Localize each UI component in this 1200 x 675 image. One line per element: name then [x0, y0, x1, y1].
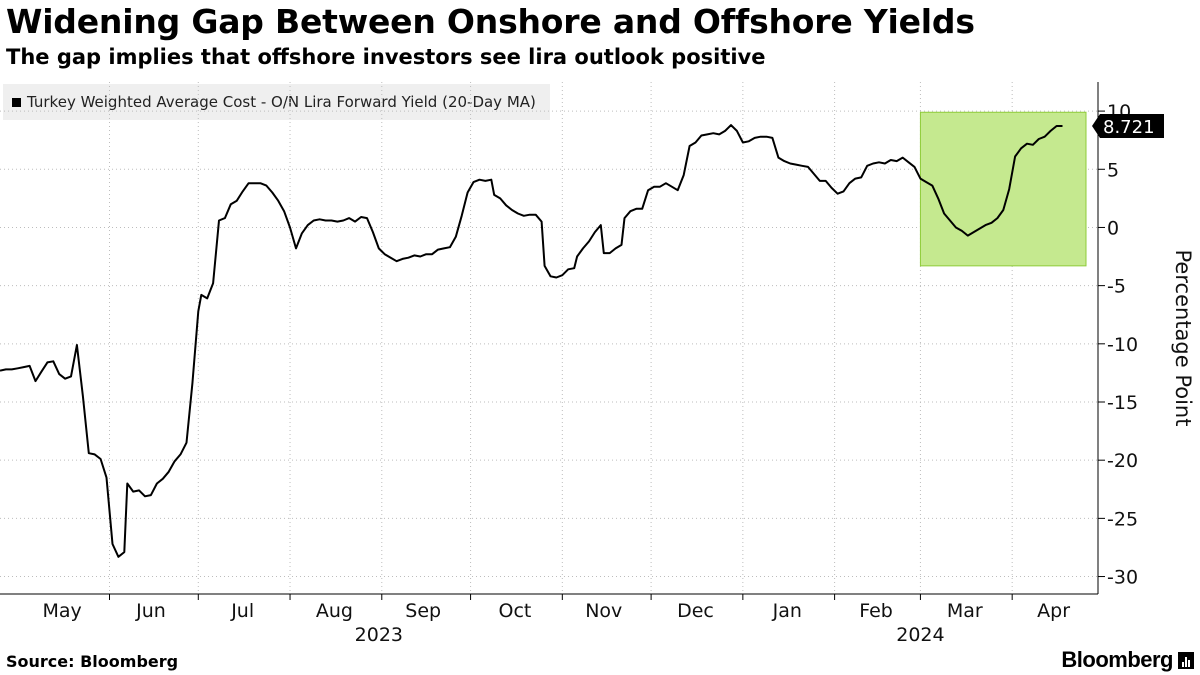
brand-logo: Bloomberg — [1061, 647, 1194, 673]
x-tick-label: Aug — [316, 600, 353, 622]
highlight-region — [919, 111, 1087, 267]
last-value-badge: 8.721 — [1092, 113, 1164, 138]
y-tick-label: -5 — [1107, 276, 1126, 298]
y-tick-label: 5 — [1107, 159, 1119, 181]
x-tick-label: Jun — [135, 600, 166, 622]
source-note: Source: Bloomberg — [6, 652, 179, 671]
x-tick-label: May — [43, 600, 82, 622]
x-year-label: 2023 — [355, 624, 403, 646]
y-tick-label: -15 — [1107, 392, 1138, 414]
x-tick-label: Apr — [1037, 600, 1070, 622]
bloomberg-terminal-icon — [1178, 651, 1194, 669]
x-tick-label: Sep — [405, 600, 441, 622]
y-tick-label: 0 — [1107, 217, 1119, 239]
y-tick-label: -25 — [1107, 508, 1138, 530]
last-value-label: 8.721 — [1103, 117, 1155, 138]
x-year-label: 2024 — [896, 624, 944, 646]
last-value-badge-bg — [1092, 113, 1164, 138]
y-tick-label: -30 — [1107, 567, 1138, 589]
chart-subtitle: The gap implies that offshore investors … — [6, 45, 766, 69]
x-tick-label: Jul — [230, 600, 254, 622]
grid-layer — [0, 82, 1098, 594]
series-line — [0, 124, 1063, 558]
x-tick-label: Oct — [499, 600, 532, 622]
chart-legend: Turkey Weighted Average Cost - O/N Lira … — [3, 84, 550, 120]
y-tick-label: -10 — [1107, 334, 1138, 356]
brand-name: Bloomberg — [1061, 647, 1173, 672]
x-tick-label: Mar — [947, 600, 983, 622]
x-tick-label: Feb — [859, 600, 893, 622]
x-tick-label: Dec — [677, 600, 714, 622]
x-tick-label: Jan — [772, 600, 802, 622]
legend-swatch — [12, 97, 21, 107]
x-tick-label: Nov — [585, 600, 622, 622]
y-axis-title: Percentage Point — [1171, 250, 1195, 427]
legend-label: Turkey Weighted Average Cost - O/N Lira … — [27, 93, 536, 111]
chart-title: Widening Gap Between Onshore and Offshor… — [6, 2, 975, 41]
y-tick-label: -20 — [1107, 450, 1138, 472]
